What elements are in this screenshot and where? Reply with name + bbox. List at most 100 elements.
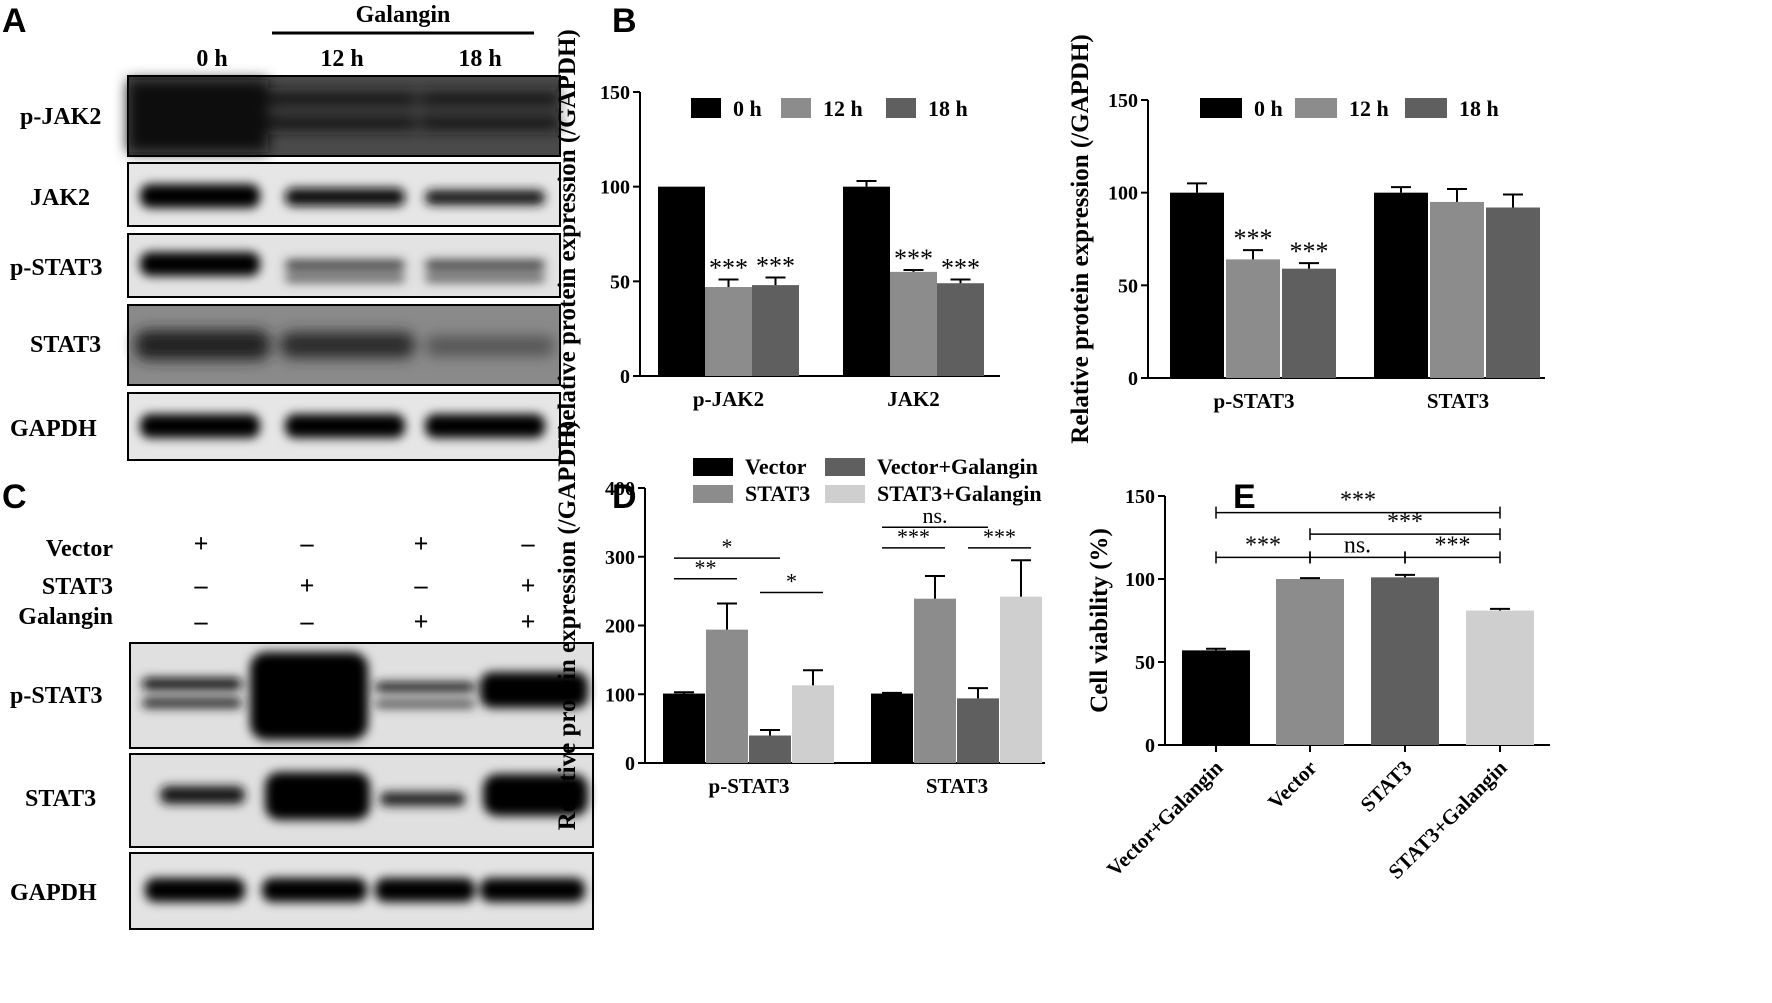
blot-a-p-stat3: p-STAT3 [10,233,561,298]
y-axis-title: Relative protein expression (/GAPDH) [1067,34,1094,443]
cond-galangin-lane1: – [194,607,209,636]
legend-swatch [1200,98,1242,118]
legend-label: STAT3+Galangin [877,481,1042,506]
y-tick-label: 100 [1108,183,1138,205]
y-tick-label: 0 [620,366,630,388]
blot-label-a-stat3: STAT3 [30,332,101,358]
x-category-label: JAK2 [887,387,940,411]
bar-p-STAT3-Vector+Galangin [749,735,791,763]
y-tick-label: 100 [1125,569,1155,591]
x-category-label: STAT3 [926,774,988,798]
blot-a-jak2: JAK2 [30,162,561,227]
legend-swatch [693,458,733,476]
legend-label: Vector+Galangin [877,454,1038,479]
legend-swatch [886,98,916,118]
y-axis-title: Cell viability (%) [1086,528,1113,713]
comparison-label: ns. [1344,532,1371,558]
significance-label: *** [894,244,933,273]
panel-letter-c: C [2,478,27,516]
panel-letter-a: A [2,2,27,40]
bar-STAT3-0h [1374,192,1428,378]
panel-a: A Galangin 0 h 12 h 18 h p-JAK2 [2,2,561,461]
cond-vector-lane4: – [521,529,536,558]
x-category-label: p-STAT3 [709,774,790,798]
legend-swatch [825,485,865,503]
cond-galangin-lane4: + [521,607,536,636]
blot-c-gapdh: GAPDH [10,852,594,930]
cond-stat3-lane4: + [521,571,536,600]
cond-stat3-lane3: – [414,571,429,600]
comparison-label: ** [695,555,717,580]
legend-label: Vector [745,454,807,479]
chart-d-stat3-expression: 0 100 200 300 400 Relative protein expression… [554,421,1045,830]
lane-label-0h: 0 h [196,46,227,72]
x-category-label: STAT3 [1427,389,1489,413]
bar-STAT3-Vector [871,693,913,763]
legend-swatch [1405,98,1447,118]
bar-STAT3-STAT3 [914,598,956,763]
panel-c: C Vector STAT3 Galangin + – + – – + – + … [2,478,594,930]
blot-a-p-jak2: p-JAK2 [20,75,561,157]
legend-swatch [693,485,733,503]
panel-letter-b: B [612,2,637,40]
x-category-label: p-STAT3 [1214,389,1295,413]
panel-letter-d: D [612,478,637,516]
cond-galangin-lane3: + [414,607,429,636]
legend-label: 12 h [823,96,863,121]
legend-label: 0 h [733,96,762,121]
blot-label-a-p-jak2: p-JAK2 [20,104,101,130]
comparison-label: * [722,534,733,559]
blot-label-a-p-stat3: p-STAT3 [10,255,102,281]
x-category-label: Vector+Galangin [1102,755,1228,881]
legend-label: 0 h [1254,96,1283,121]
galangin-treatment-label: Galangin [356,2,451,28]
comparison-label: *** [1435,532,1471,558]
y-tick-label: 0 [625,753,635,775]
legend-swatch [781,98,811,118]
blot-label-a-jak2: JAK2 [30,185,90,211]
y-tick-label: 50 [1135,652,1155,674]
y-tick-label: 0 [1145,735,1155,757]
blot-label-a-gapdh: GAPDH [10,416,97,442]
lane-label-18h: 18 h [458,46,501,72]
bar-STAT3-12h [1430,201,1484,378]
cond-stat3-lane2: + [300,571,315,600]
bar-JAK2-0h [843,186,890,376]
bar-STAT3-Galangin [1466,610,1534,745]
y-tick-label: 150 [1108,90,1138,112]
y-tick-label: 50 [610,271,630,293]
chart-e-cell-viability: 0 50 100 150 Cell viability (%) Vector+Galang… [1086,486,1550,884]
blot-c-p-stat3: p-STAT3 [10,642,594,749]
bar-STAT3-STAT3+Galangin [1000,596,1042,763]
legend-label: STAT3 [745,481,810,506]
comparison-label: *** [1387,509,1423,535]
comparison-label: *** [897,524,930,549]
bar-Vector-Galangin [1182,650,1250,745]
y-tick-label: 200 [605,616,635,638]
bar-p-STAT3-STAT3 [706,629,748,763]
lane-label-12h: 12 h [320,46,363,72]
bar-STAT3 [1371,577,1439,745]
blot-label-c-p-stat3: p-STAT3 [10,683,102,709]
bar-Vector [1276,579,1344,745]
legend-swatch [825,458,865,476]
legend-label: 12 h [1349,96,1389,121]
y-tick-label: 400 [605,478,635,500]
bar-STAT3-Vector+Galangin [957,698,999,763]
bar-p-JAK2-18h [752,285,799,376]
bar-p-JAK2-0h [658,186,705,376]
blot-a-gapdh: GAPDH [10,392,561,461]
bar-p-STAT3-12h [1226,259,1280,378]
cond-vector-lane1: + [194,529,209,558]
significance-label: *** [709,253,748,282]
y-tick-label: 0 [1128,368,1138,390]
legend-label: 18 h [1459,96,1499,121]
bar-p-STAT3-STAT3+Galangin [792,685,834,763]
chart-b-jak2: 0 50 100 150 Relative protein expression (/G… [554,29,1000,439]
y-tick-label: 150 [1125,486,1155,508]
blot-label-c-stat3: STAT3 [25,786,96,812]
x-category-label: Vector [1263,756,1321,814]
bar-JAK2-18h [937,283,984,376]
chart-b-stat3: 0 50 100 150 Relative protein expression (/G… [1067,34,1545,444]
y-tick-label: 100 [605,684,635,706]
